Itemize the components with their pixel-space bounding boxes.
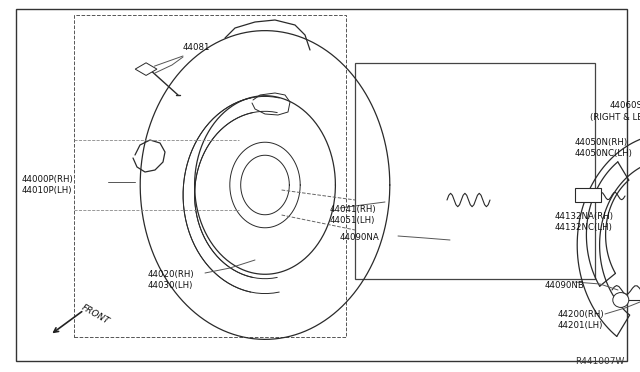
Text: 44000P(RH)
44010P(LH): 44000P(RH) 44010P(LH) (22, 175, 74, 195)
Text: R441007W: R441007W (575, 357, 624, 366)
Text: 44050N(RH)
44050NC(LH): 44050N(RH) 44050NC(LH) (575, 138, 633, 158)
Bar (135, 63, 157, 76)
Text: 44090NB: 44090NB (545, 280, 585, 289)
Text: (RIGHT & LEFT SET): (RIGHT & LEFT SET) (590, 113, 640, 122)
Text: 44020(RH)
44030(LH): 44020(RH) 44030(LH) (148, 270, 195, 290)
Bar (575, 188, 601, 202)
Bar (355, 63, 595, 279)
Text: 44041(RH)
44051(LH): 44041(RH) 44051(LH) (330, 205, 376, 225)
Text: 44132NA(RH)
44132NC(LH): 44132NA(RH) 44132NC(LH) (555, 212, 614, 232)
Text: FRONT: FRONT (80, 304, 111, 327)
Text: 44081: 44081 (183, 43, 211, 52)
Text: 44060S: 44060S (610, 100, 640, 109)
Bar (74, 15, 346, 337)
Text: 44090NA: 44090NA (340, 232, 380, 241)
Text: 44200(RH)
44201(LH): 44200(RH) 44201(LH) (558, 310, 605, 330)
Ellipse shape (613, 292, 628, 307)
